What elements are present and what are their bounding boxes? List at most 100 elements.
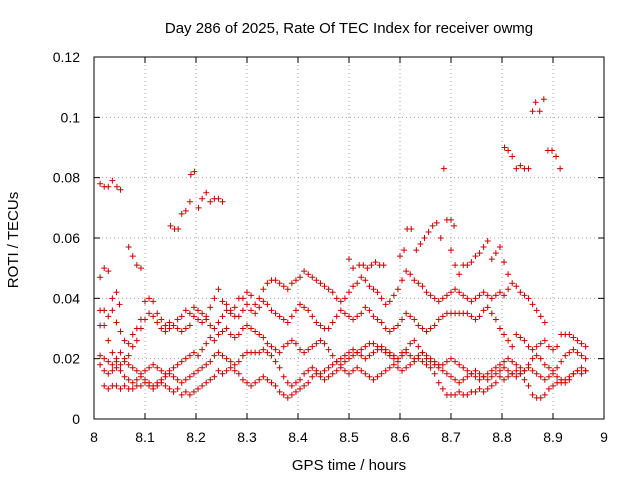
data-point-marker <box>129 364 136 371</box>
data-point-marker <box>532 99 539 106</box>
data-point-marker <box>244 289 250 296</box>
data-point-marker <box>117 349 124 356</box>
data-point-marker <box>223 367 230 374</box>
data-point-marker <box>182 355 189 362</box>
data-point-marker <box>505 147 512 154</box>
data-point-marker <box>452 262 459 269</box>
data-point-marker <box>333 295 340 302</box>
data-point-marker <box>150 361 157 368</box>
data-point-marker <box>256 376 263 383</box>
data-point-marker <box>431 322 438 329</box>
data-point-marker <box>333 313 340 320</box>
data-point-marker <box>578 340 585 347</box>
data-point-marker <box>484 385 491 392</box>
data-point-marker <box>407 352 414 359</box>
data-point-marker <box>378 343 385 350</box>
data-point-marker <box>116 301 123 308</box>
data-point-marker <box>439 313 446 320</box>
data-point-marker <box>529 391 536 398</box>
data-point-marker <box>203 316 210 323</box>
data-point-marker <box>378 319 385 326</box>
data-point-marker <box>146 295 153 302</box>
data-point-marker <box>399 277 406 284</box>
data-point-marker <box>362 355 369 362</box>
data-point-marker <box>272 346 279 353</box>
data-point-marker <box>313 277 320 284</box>
data-point-marker <box>366 307 373 314</box>
data-point-marker <box>403 268 410 275</box>
data-point-marker <box>252 379 259 386</box>
data-point-marker <box>415 322 422 329</box>
data-point-marker <box>386 298 393 305</box>
data-point-marker <box>452 376 459 383</box>
data-point-marker <box>105 358 112 365</box>
data-point-marker <box>370 349 377 356</box>
data-point-marker <box>509 343 516 350</box>
data-point-marker <box>501 376 508 383</box>
data-point-marker <box>448 247 454 254</box>
data-point-marker <box>129 379 136 386</box>
data-point-marker <box>435 361 442 368</box>
data-point-marker <box>105 313 112 320</box>
data-point-marker <box>207 198 214 205</box>
x-tick-label: 8.1 <box>135 429 155 445</box>
data-point-marker <box>178 391 185 398</box>
data-point-marker <box>362 277 369 284</box>
data-point-marker <box>215 319 222 326</box>
data-point-marker <box>407 271 414 278</box>
data-point-marker <box>170 364 177 371</box>
data-point-marker <box>186 391 193 398</box>
data-point-marker <box>101 322 108 329</box>
data-point-marker <box>439 367 446 374</box>
data-point-marker <box>105 385 112 392</box>
data-point-marker <box>101 367 108 374</box>
data-point-marker <box>533 343 540 350</box>
data-point-marker <box>443 358 450 365</box>
data-point-marker <box>496 373 503 380</box>
data-point-marker <box>227 364 234 371</box>
data-point-marker <box>170 388 177 395</box>
data-point-marker <box>150 313 157 320</box>
data-point-marker <box>211 352 218 359</box>
data-point-marker <box>533 370 540 377</box>
x-tick-label: 8.8 <box>492 429 512 445</box>
data-point-marker <box>533 352 540 359</box>
data-point-marker <box>137 373 144 380</box>
data-point-marker <box>492 379 499 386</box>
data-point-marker <box>346 355 352 362</box>
data-point-marker <box>390 292 397 299</box>
data-point-marker <box>484 292 491 299</box>
data-point-marker <box>480 307 487 314</box>
data-point-marker <box>162 322 169 329</box>
data-point-marker <box>521 367 528 374</box>
data-point-marker <box>125 244 132 251</box>
data-point-marker <box>443 370 450 377</box>
data-point-marker <box>280 391 287 398</box>
data-point-marker <box>562 376 569 383</box>
data-point-marker <box>248 307 255 314</box>
data-point-marker <box>190 313 197 320</box>
data-point-marker <box>472 253 479 260</box>
data-point-marker <box>492 250 499 257</box>
data-point-marker <box>227 310 234 317</box>
data-point-marker <box>578 352 585 359</box>
data-point-marker <box>582 355 589 362</box>
data-point-marker <box>256 295 263 302</box>
data-point-marker <box>509 370 516 377</box>
data-point-marker <box>186 322 193 329</box>
data-point-marker <box>309 313 316 320</box>
data-point-marker <box>284 394 291 401</box>
data-point-marker <box>105 370 112 377</box>
data-point-marker <box>105 268 112 275</box>
data-point-marker <box>219 198 226 205</box>
data-point-marker <box>509 280 516 287</box>
data-point-marker <box>333 358 340 365</box>
x-tick-label: 8.7 <box>441 429 461 445</box>
data-point-marker <box>448 355 454 362</box>
data-point-marker <box>545 385 552 392</box>
data-point-marker <box>456 289 463 296</box>
data-point-marker <box>244 379 250 386</box>
data-point-marker <box>417 241 424 248</box>
data-point-marker <box>431 358 438 365</box>
data-point-marker <box>408 225 415 232</box>
